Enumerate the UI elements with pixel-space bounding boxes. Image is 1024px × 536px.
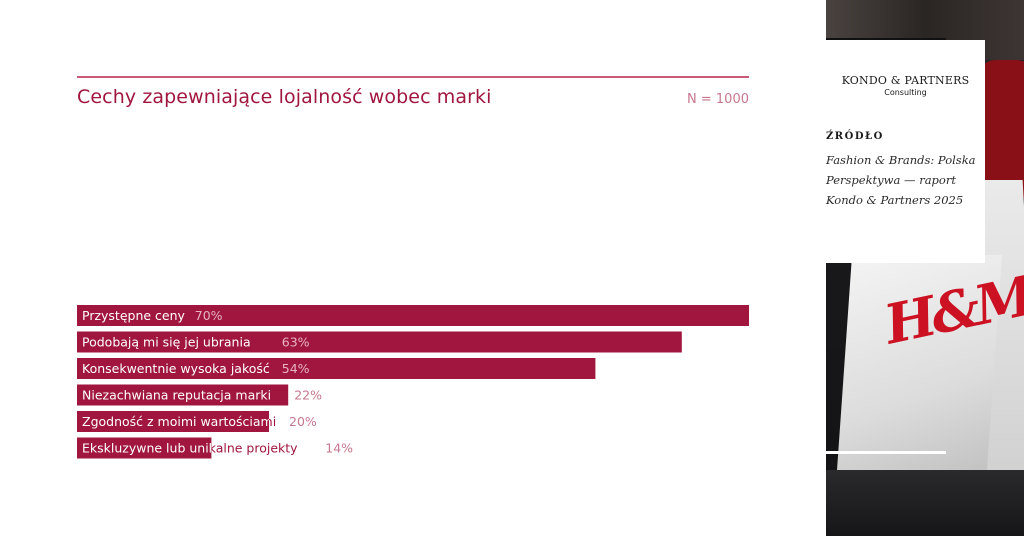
brand-subtitle: Consulting	[884, 88, 927, 97]
chart-title: Cechy zapewniające lojalność wobec marki	[77, 86, 492, 108]
category-label-overflow-5: Ekskluzywne lub unikalne projekty	[82, 441, 298, 456]
bar-1	[77, 331, 682, 353]
decorative-line-top	[826, 38, 946, 41]
value-label-1: 63%	[282, 335, 310, 350]
value-label-5: 14%	[325, 441, 353, 456]
source-card: KONDO & PARTNERS Consulting ŹRÓDŁO Fashi…	[826, 40, 985, 263]
value-label-2: 54%	[282, 361, 310, 376]
bar-2	[77, 358, 596, 379]
bar-0	[77, 305, 749, 326]
source-text: Fashion & Brands: Polska Perspektywa — r…	[826, 153, 976, 207]
bar-3	[77, 384, 289, 406]
sample-size-label: N = 1000	[687, 92, 749, 107]
bar-5	[77, 437, 212, 459]
value-label-0: 70%	[195, 308, 223, 323]
category-label-2: Konsekwentnie wysoka jakość	[82, 361, 270, 376]
value-label-3: 22%	[294, 388, 322, 403]
photo-bottom	[826, 470, 1024, 536]
source-label: ŹRÓDŁO	[826, 131, 884, 142]
category-label-5: Ekskluzywne lub unikalne projekty	[82, 441, 298, 456]
category-label-4: Zgodność z moimi wartościami	[82, 414, 276, 429]
bar-chart: Przystępne ceny 70% Podobają mi się jej ub…	[77, 305, 749, 459]
category-label-3: Niezachwiana reputacja marki	[82, 388, 271, 403]
bar-4	[77, 411, 269, 432]
category-label-overflow-4: Zgodność z moimi wartościami	[82, 414, 276, 429]
category-label-0: Przystępne ceny	[82, 308, 186, 323]
brand-name: KONDO & PARTNERS	[841, 74, 970, 87]
category-label-1: Podobają mi się jej ubrania	[82, 335, 251, 350]
decorative-line-bottom	[826, 451, 946, 454]
title-rule	[77, 76, 749, 78]
value-label-4: 20%	[289, 414, 317, 429]
